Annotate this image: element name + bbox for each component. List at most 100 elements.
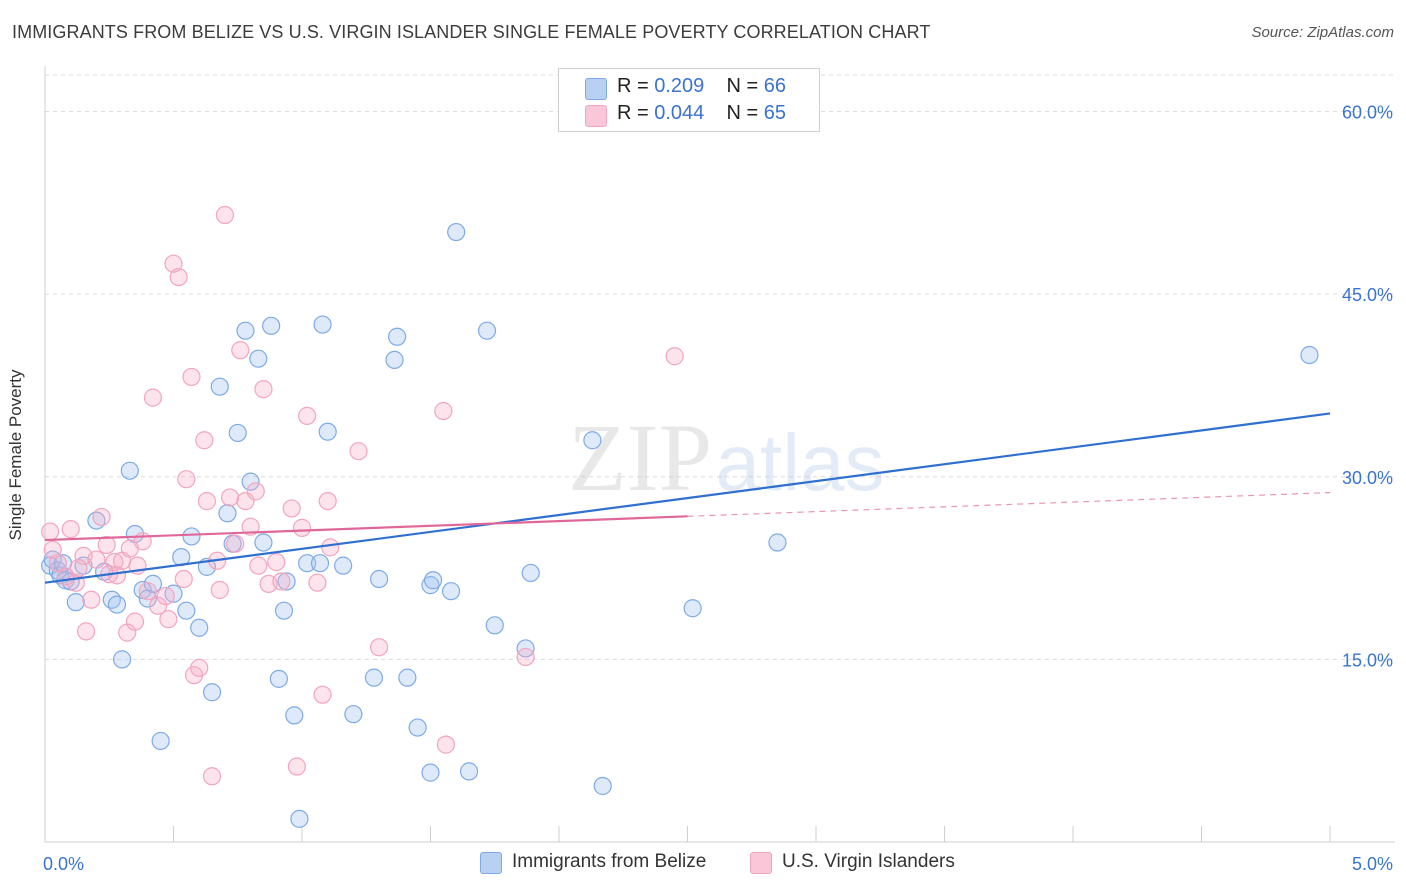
data-point [370, 569, 389, 589]
data-point [41, 522, 60, 541]
data-point [344, 705, 363, 724]
data-point [69, 558, 88, 578]
data-point [249, 556, 268, 575]
data-point [269, 669, 288, 688]
y-tick-label: 30.0% [1342, 468, 1393, 488]
data-point [321, 538, 340, 557]
data-point [364, 668, 384, 687]
data-point [226, 534, 245, 553]
data-point [143, 388, 163, 407]
correlation-legend: R = 0.209 N = 66 R = 0.044 N = 65 [558, 68, 820, 132]
data-point [97, 535, 116, 555]
data-point [112, 650, 132, 669]
data-point [215, 205, 234, 225]
data-point [202, 683, 222, 702]
data-point [593, 776, 612, 796]
data-point [174, 569, 193, 589]
data-point [218, 504, 237, 523]
data-point [177, 470, 196, 489]
data-point [308, 573, 327, 592]
tick-labels: 15.0% 30.0% 45.0% 60.0% 0.0% 5.0% [43, 103, 1393, 874]
source-credit: Source: ZipAtlas.com [1251, 24, 1394, 41]
data-point [318, 422, 337, 441]
data-point [485, 616, 504, 635]
data-point [421, 763, 440, 782]
data-point [236, 321, 255, 340]
data-point [125, 612, 145, 631]
data-point [151, 731, 170, 751]
x-tick-label-right: 5.0% [1352, 854, 1393, 874]
data-point [370, 638, 389, 657]
data-point [287, 757, 306, 776]
data-point [290, 809, 309, 828]
data-point [92, 507, 111, 527]
data-point [210, 377, 229, 396]
legend-label-belize: Immigrants from Belize [512, 851, 707, 872]
data-point [66, 593, 85, 612]
data-point [298, 406, 317, 425]
data-point [228, 423, 247, 443]
data-point [441, 582, 461, 601]
data-point [177, 601, 196, 620]
data-point [272, 572, 291, 591]
series-virgin-islanders-points [41, 205, 684, 786]
legend-r-label: R = [617, 75, 649, 97]
data-point [385, 350, 404, 369]
data-point [421, 576, 440, 595]
legend-n-value-belize: 66 [763, 75, 787, 97]
data-point [61, 520, 80, 539]
data-point [1300, 345, 1319, 365]
series-belize-points [41, 222, 1319, 828]
chart-title: IMMIGRANTS FROM BELIZE VS U.S. VIRGIN IS… [12, 22, 931, 42]
data-point [231, 341, 250, 360]
trend-line-dashed [687, 491, 1331, 517]
data-point [107, 595, 127, 614]
data-point [665, 347, 684, 366]
legend-swatch-virgin-islanders [585, 105, 607, 127]
data-point [277, 572, 296, 591]
data-point [241, 517, 260, 536]
legend-label-virgin-islanders: U.S. Virgin Islanders [782, 851, 955, 872]
data-point [318, 492, 337, 511]
data-point [313, 685, 332, 704]
legend-n-label: N = [726, 75, 759, 97]
legend-n-label: N = [726, 102, 759, 124]
data-point [387, 327, 407, 346]
data-point [434, 401, 453, 421]
data-point [768, 533, 787, 552]
data-point [48, 554, 67, 573]
data-point [267, 552, 286, 572]
data-point [77, 622, 96, 641]
y-tick-label: 45.0% [1342, 285, 1393, 305]
data-point [313, 315, 332, 334]
data-point [82, 590, 101, 609]
data-point [190, 618, 209, 637]
data-point [477, 321, 497, 340]
data-point [220, 488, 240, 507]
data-point [43, 540, 62, 559]
legend-r-label: R = [617, 102, 649, 124]
data-point [298, 554, 317, 573]
data-point [459, 762, 479, 781]
data-point [334, 556, 353, 575]
data-point [202, 767, 222, 786]
trend-line-solid [44, 515, 688, 542]
legend-r-value-virgin-islanders: 0.044 [654, 102, 705, 124]
grid-lines [45, 74, 1395, 660]
data-point [156, 586, 175, 606]
legend-swatch-virgin-islanders [750, 852, 772, 874]
data-point [274, 601, 294, 620]
data-point [197, 492, 217, 511]
data-point [310, 554, 330, 573]
data-point [516, 647, 535, 667]
data-point [164, 254, 183, 273]
data-point [182, 527, 201, 546]
data-point [107, 566, 127, 585]
data-point [190, 658, 209, 678]
data-point [254, 533, 273, 552]
data-point [398, 668, 417, 687]
watermark: ZIP atlas [568, 404, 884, 511]
data-point [210, 580, 229, 600]
y-axis-label: Single Female Poverty [6, 369, 25, 541]
